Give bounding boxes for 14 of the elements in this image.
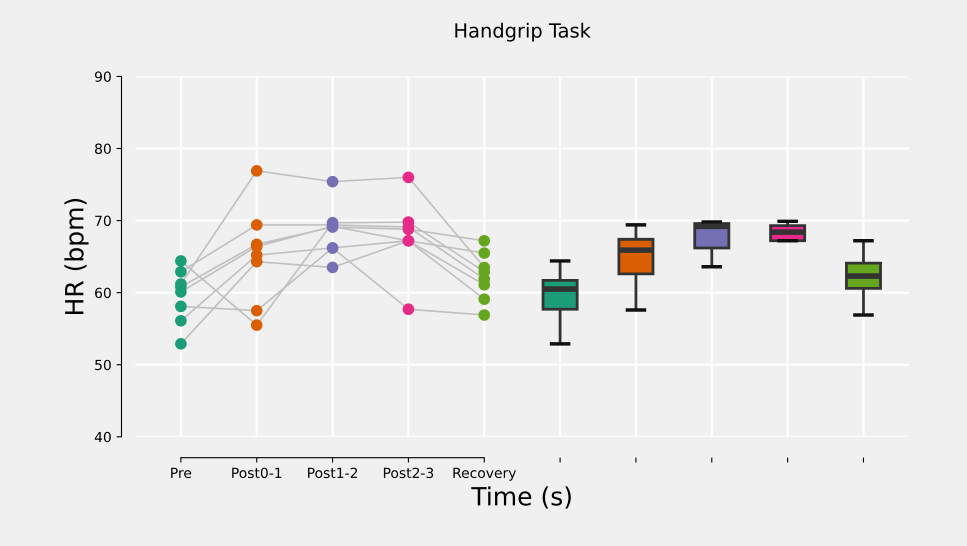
x-tick-label: Pre [171, 468, 192, 478]
y-tick-label: 60 [95, 288, 111, 298]
y-tick-label: 90 [94, 71, 111, 82]
y-tick-label: 50 [95, 360, 111, 370]
y-axis-title: HR (bpm) [64, 198, 89, 314]
y-tick-label: 80 [95, 143, 111, 154]
y-tick-label: 70 [95, 216, 111, 226]
x-tick-label: Recovery [453, 468, 516, 481]
x-tick-label: Post1-2 [308, 468, 358, 478]
chart-title: Handgrip Task [455, 22, 591, 42]
x-tick-label: Post2-3 [384, 468, 434, 478]
x-axis-title: Time (s) [471, 486, 571, 509]
x-tick-label: Post0-1 [232, 468, 282, 478]
y-tick-label: 40 [94, 432, 111, 442]
